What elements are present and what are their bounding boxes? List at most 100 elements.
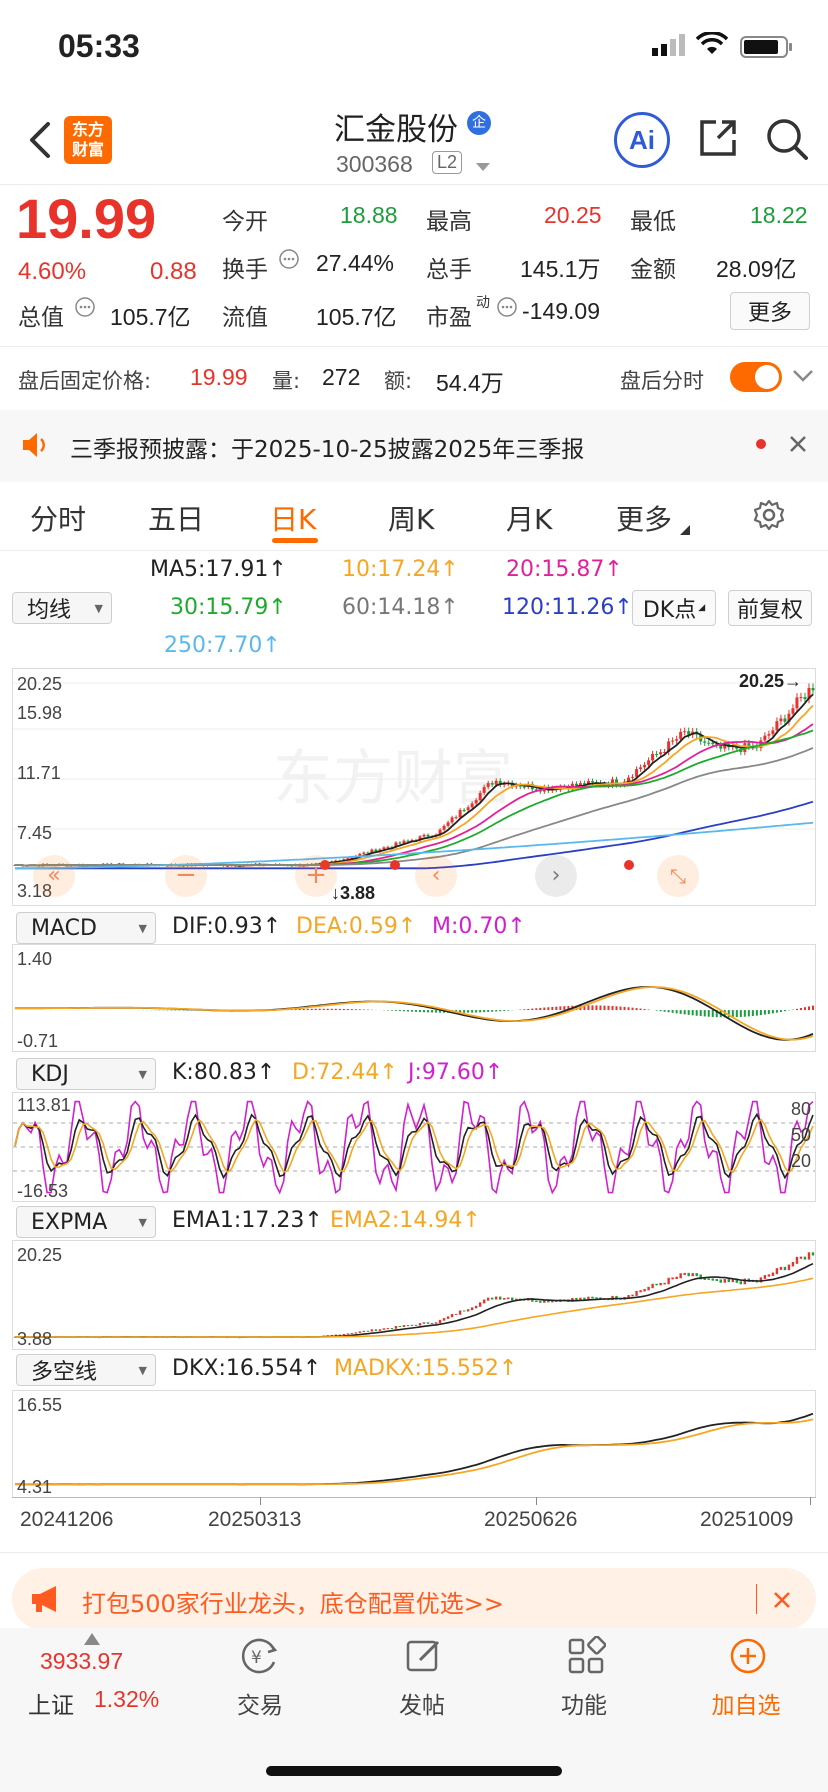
expma-candle — [478, 1302, 482, 1307]
scroll-left-fast-icon[interactable]: « — [33, 855, 75, 897]
expma-candle — [779, 1266, 783, 1270]
chevron-down-icon[interactable] — [792, 368, 814, 388]
candle-body — [763, 735, 767, 741]
expma-ema2-text: EMA2:14.94 — [330, 1208, 463, 1233]
adjust-button[interactable]: 前复权 — [728, 590, 812, 626]
candle-body — [631, 776, 635, 778]
candle-body — [362, 852, 366, 854]
nav-post[interactable]: 发帖 — [399, 1693, 445, 1719]
expma-candle — [787, 1264, 791, 1271]
turnover-info-icon[interactable] — [278, 248, 300, 274]
fullscreen-icon[interactable]: ⤡ — [657, 855, 699, 897]
nav-functions[interactable]: 功能 — [561, 1693, 607, 1719]
candle-body — [518, 785, 522, 787]
expma-chart[interactable]: 20.25 3.88 — [12, 1240, 816, 1350]
zoom-in-icon[interactable]: + — [295, 855, 337, 897]
madkx-value: MADKX:15.552↑ — [334, 1356, 518, 1381]
kdj-selector[interactable]: KDJ ▼ — [16, 1058, 156, 1090]
scroll-left-icon[interactable]: ‹ — [415, 855, 457, 897]
ma-selector[interactable]: 均线 ▼ — [12, 592, 112, 624]
expma-candle — [679, 1273, 682, 1279]
more-quote-button[interactable]: 更多 — [730, 292, 810, 330]
ma60-legend: 60:14.18↑ — [342, 595, 459, 620]
ad-text[interactable]: 打包500家行业龙头，底仓配置优选>> — [82, 1590, 505, 1618]
notice-text[interactable]: 三季报预披露：于2025-10-25披露2025年三季报 — [70, 437, 585, 463]
dropdown-caret-icon: ▼ — [138, 1215, 147, 1229]
candle-body — [803, 697, 807, 700]
expma-candle — [711, 1278, 714, 1281]
expma-candle — [763, 1275, 767, 1279]
notice-bar[interactable] — [0, 410, 828, 482]
index-value[interactable]: 3933.97 — [40, 1648, 124, 1674]
expma-y-top: 20.25 — [17, 1245, 63, 1265]
mktcap-info-icon[interactable] — [74, 296, 96, 322]
turnover-value: 27.44% — [316, 250, 395, 276]
expma-candle — [535, 1300, 538, 1302]
tab-monthly-k[interactable]: 月K — [506, 503, 553, 536]
expma-candle — [783, 1266, 787, 1271]
expma-candle — [727, 1279, 730, 1283]
candle-body — [687, 731, 691, 735]
macd-selector[interactable]: MACD ▼ — [16, 912, 156, 944]
expma-candle — [370, 1329, 374, 1332]
close-icon[interactable] — [788, 434, 808, 458]
candle-body — [534, 789, 538, 791]
trade-icon[interactable]: ¥ — [240, 1636, 280, 1680]
tab-five-day[interactable]: 五日 — [148, 503, 205, 536]
expma-candle — [631, 1294, 634, 1297]
dk-caret-icon: ◢ — [698, 603, 706, 613]
candle-body — [635, 769, 639, 777]
add-watchlist-icon[interactable] — [728, 1636, 768, 1680]
ad-close-icon[interactable] — [772, 1590, 792, 1614]
share-icon[interactable] — [696, 116, 740, 164]
candle-body — [703, 741, 707, 743]
kline-chart[interactable]: 东方财富 20.25 15.98 11.71 7.45 3.18 20.25→ … — [12, 668, 816, 906]
after-hours-toggle[interactable] — [730, 362, 782, 392]
code-dropdown-icon[interactable] — [476, 158, 490, 177]
nav-trade[interactable]: 交易 — [237, 1693, 283, 1719]
candle-body — [683, 731, 687, 733]
tab-more[interactable]: 更多 — [616, 503, 673, 536]
expma-selector[interactable]: EXPMA ▼ — [16, 1206, 156, 1238]
tab-daily-k[interactable]: 日K — [270, 503, 317, 536]
candle-body — [462, 810, 466, 812]
scroll-right-icon[interactable]: › — [535, 855, 577, 897]
functions-grid-icon[interactable] — [566, 1635, 607, 1680]
dkx-selector[interactable]: 多空线 ▼ — [16, 1354, 156, 1386]
dkx-selector-label: 多空线 — [31, 1360, 98, 1385]
wifi-icon — [695, 31, 729, 60]
tab-intraday[interactable]: 分时 — [30, 503, 87, 536]
ai-assistant-button[interactable]: Ai — [614, 112, 670, 168]
candle-body — [811, 687, 815, 691]
dkx-value: DKX:16.554↑ — [172, 1356, 322, 1381]
ma20-text: 20:15.87 — [506, 557, 605, 582]
candle-body — [470, 803, 474, 808]
candle-body — [426, 834, 430, 837]
megaphone-icon — [30, 1584, 64, 1618]
settings-gear-icon[interactable] — [752, 498, 786, 536]
kdj-chart[interactable]: 113.81 -16.53 80 50 20 — [12, 1092, 816, 1202]
index-name[interactable]: 上证 — [28, 1693, 74, 1719]
nav-add-watchlist[interactable]: 加自选 — [711, 1693, 781, 1719]
expma-candle — [490, 1297, 494, 1300]
dkx-chart[interactable]: 16.55 4.31 — [12, 1390, 816, 1498]
expma-candle — [454, 1313, 458, 1315]
pe-info-icon[interactable] — [496, 296, 518, 322]
ma250-line — [15, 821, 814, 870]
zoom-out-icon[interactable]: − — [165, 855, 207, 897]
ad-banner[interactable] — [12, 1568, 816, 1630]
post-edit-icon[interactable] — [404, 1636, 444, 1680]
change-amount: 0.88 — [150, 258, 197, 285]
expma-candle — [354, 1332, 358, 1334]
expma-candle — [547, 1299, 550, 1303]
expma-candle — [803, 1256, 807, 1260]
candle-body — [799, 697, 803, 699]
candle-body — [482, 787, 486, 793]
candle-body — [410, 840, 414, 842]
macd-chart[interactable]: 1.40 -0.71 — [12, 944, 816, 1052]
tab-weekly-k[interactable]: 周K — [388, 503, 435, 536]
search-icon[interactable] — [764, 116, 810, 166]
index-change[interactable]: 1.32% — [94, 1686, 160, 1712]
back-button[interactable] — [26, 120, 54, 164]
ma10-text: 10:17.24 — [342, 557, 441, 582]
